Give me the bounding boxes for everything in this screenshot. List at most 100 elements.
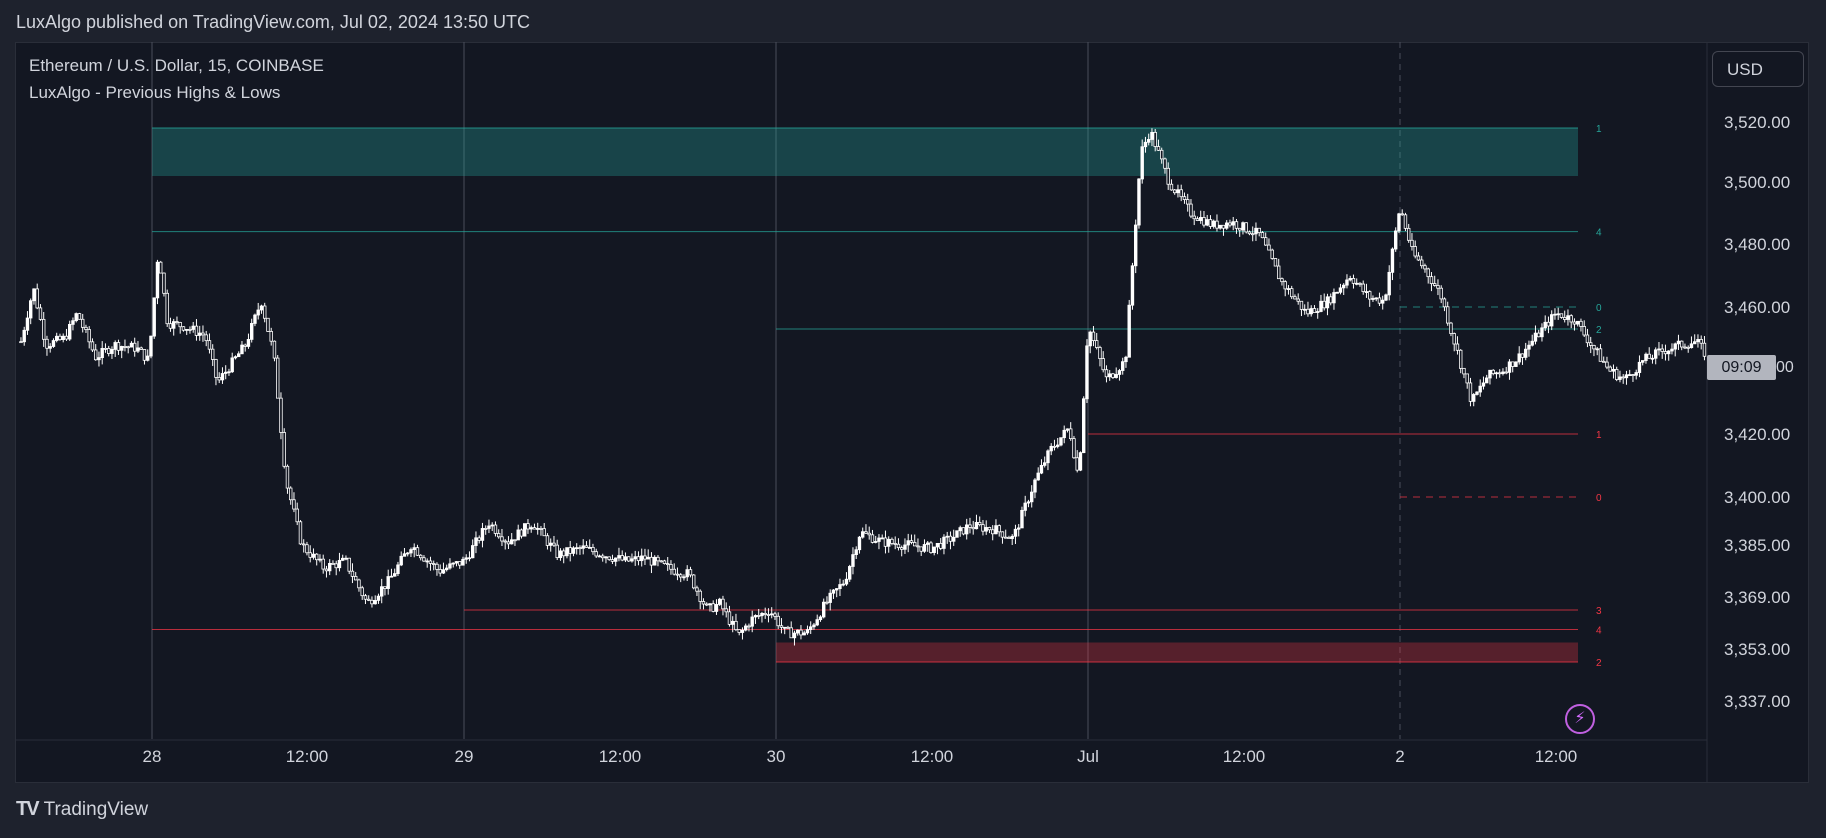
candle-body xyxy=(376,595,381,601)
chart-frame[interactable] xyxy=(15,42,1809,783)
candle-body xyxy=(324,568,329,572)
candle-body xyxy=(1459,349,1463,369)
candle-body xyxy=(552,542,556,546)
candle-body xyxy=(347,557,351,572)
candle-body xyxy=(1257,227,1261,233)
x-tick-label: 29 xyxy=(455,747,474,766)
candle-body xyxy=(958,527,962,532)
candle-body xyxy=(1355,282,1359,285)
candle-body xyxy=(110,349,114,354)
candle-body xyxy=(968,524,972,528)
candle-body xyxy=(815,619,819,626)
candle-body xyxy=(48,346,52,349)
candle-body xyxy=(363,595,368,600)
candle-body xyxy=(987,527,992,531)
candle-body xyxy=(802,632,806,636)
candle-body xyxy=(542,528,546,537)
lows-level-label-0: 0 xyxy=(1596,493,1602,504)
candle-body xyxy=(126,346,130,349)
currency-button[interactable]: USD xyxy=(1712,51,1804,87)
candle-body xyxy=(373,600,377,605)
footer-brand-label: TradingView xyxy=(43,798,149,820)
candle-body xyxy=(653,556,657,566)
candle-body xyxy=(1384,294,1388,301)
candle-body xyxy=(932,546,936,553)
candle-body xyxy=(55,335,59,341)
candle-body xyxy=(1667,350,1671,355)
candle-body xyxy=(100,347,104,359)
candle-body xyxy=(890,538,894,544)
candle-body xyxy=(662,560,667,564)
candle-body xyxy=(428,560,433,564)
candle-body xyxy=(705,603,709,606)
candle-body xyxy=(1611,368,1616,372)
candle-body xyxy=(168,323,173,329)
candle-body xyxy=(1621,376,1625,379)
candle-body xyxy=(259,305,264,311)
candle-body xyxy=(224,371,228,374)
x-tick-label: 12:00 xyxy=(286,747,329,766)
candle-body xyxy=(1702,342,1707,357)
candle-body xyxy=(1023,502,1027,511)
y-tick-label: 3,480.00 xyxy=(1724,235,1790,254)
candle-body xyxy=(77,313,82,320)
candle-body xyxy=(185,328,189,331)
candle-body xyxy=(454,561,459,564)
candle-body xyxy=(682,576,686,579)
candle-body xyxy=(289,487,293,501)
candle-body xyxy=(1628,374,1632,376)
candle-body xyxy=(129,342,134,348)
candle-body xyxy=(165,292,169,325)
symbol-legend[interactable]: Ethereum / U.S. Dollar, 15, COINBASE xyxy=(29,56,324,75)
candle-body xyxy=(789,627,793,639)
candle-body xyxy=(1111,373,1115,378)
indicator-legend[interactable]: LuxAlgo - Previous Highs & Lows xyxy=(29,83,281,102)
candle-body xyxy=(1540,327,1544,338)
candle-body xyxy=(792,632,797,639)
candle-body xyxy=(1455,343,1460,351)
candle-body xyxy=(162,272,166,294)
candle-body xyxy=(1000,531,1005,538)
candle-body xyxy=(1156,146,1161,151)
candle-body xyxy=(646,556,650,560)
candle-body xyxy=(718,598,722,605)
candle-body xyxy=(1205,219,1209,226)
candle-body xyxy=(1475,391,1479,395)
candle-body xyxy=(1462,367,1466,375)
candle-body xyxy=(402,553,407,557)
candle-body xyxy=(155,261,160,299)
countdown-price-tag: 09:09 xyxy=(1707,355,1776,380)
candle-body xyxy=(1569,315,1573,323)
candle-body xyxy=(939,542,943,549)
candle-body xyxy=(727,611,732,625)
candle-body xyxy=(64,335,69,340)
candle-body xyxy=(636,556,641,562)
footer-brand[interactable]: TV TradingView xyxy=(16,798,148,821)
candle-body xyxy=(874,541,878,543)
candle-body xyxy=(760,612,764,617)
candle-body xyxy=(984,527,988,532)
candle-body xyxy=(1202,217,1206,226)
candle-body xyxy=(380,586,384,597)
highs-zone-1 xyxy=(152,128,1578,176)
candle-body xyxy=(471,545,475,559)
candle-body xyxy=(1657,348,1661,351)
candle-body xyxy=(22,329,26,343)
candle-body xyxy=(1293,296,1297,300)
candle-body xyxy=(513,539,517,542)
candle-body xyxy=(1465,373,1469,384)
candle-body xyxy=(523,523,527,537)
candle-body xyxy=(1491,369,1495,375)
candle-body xyxy=(71,320,75,325)
candle-body xyxy=(1498,372,1502,375)
candle-body xyxy=(445,567,449,571)
candle-body xyxy=(1592,344,1596,350)
flash-icon[interactable]: ⚡ xyxy=(1565,704,1595,734)
candle-body xyxy=(526,523,530,530)
candle-body xyxy=(643,555,647,560)
candle-body xyxy=(669,564,673,570)
candle-body xyxy=(672,568,676,575)
candle-body xyxy=(1332,292,1336,304)
candle-body xyxy=(1319,300,1323,312)
